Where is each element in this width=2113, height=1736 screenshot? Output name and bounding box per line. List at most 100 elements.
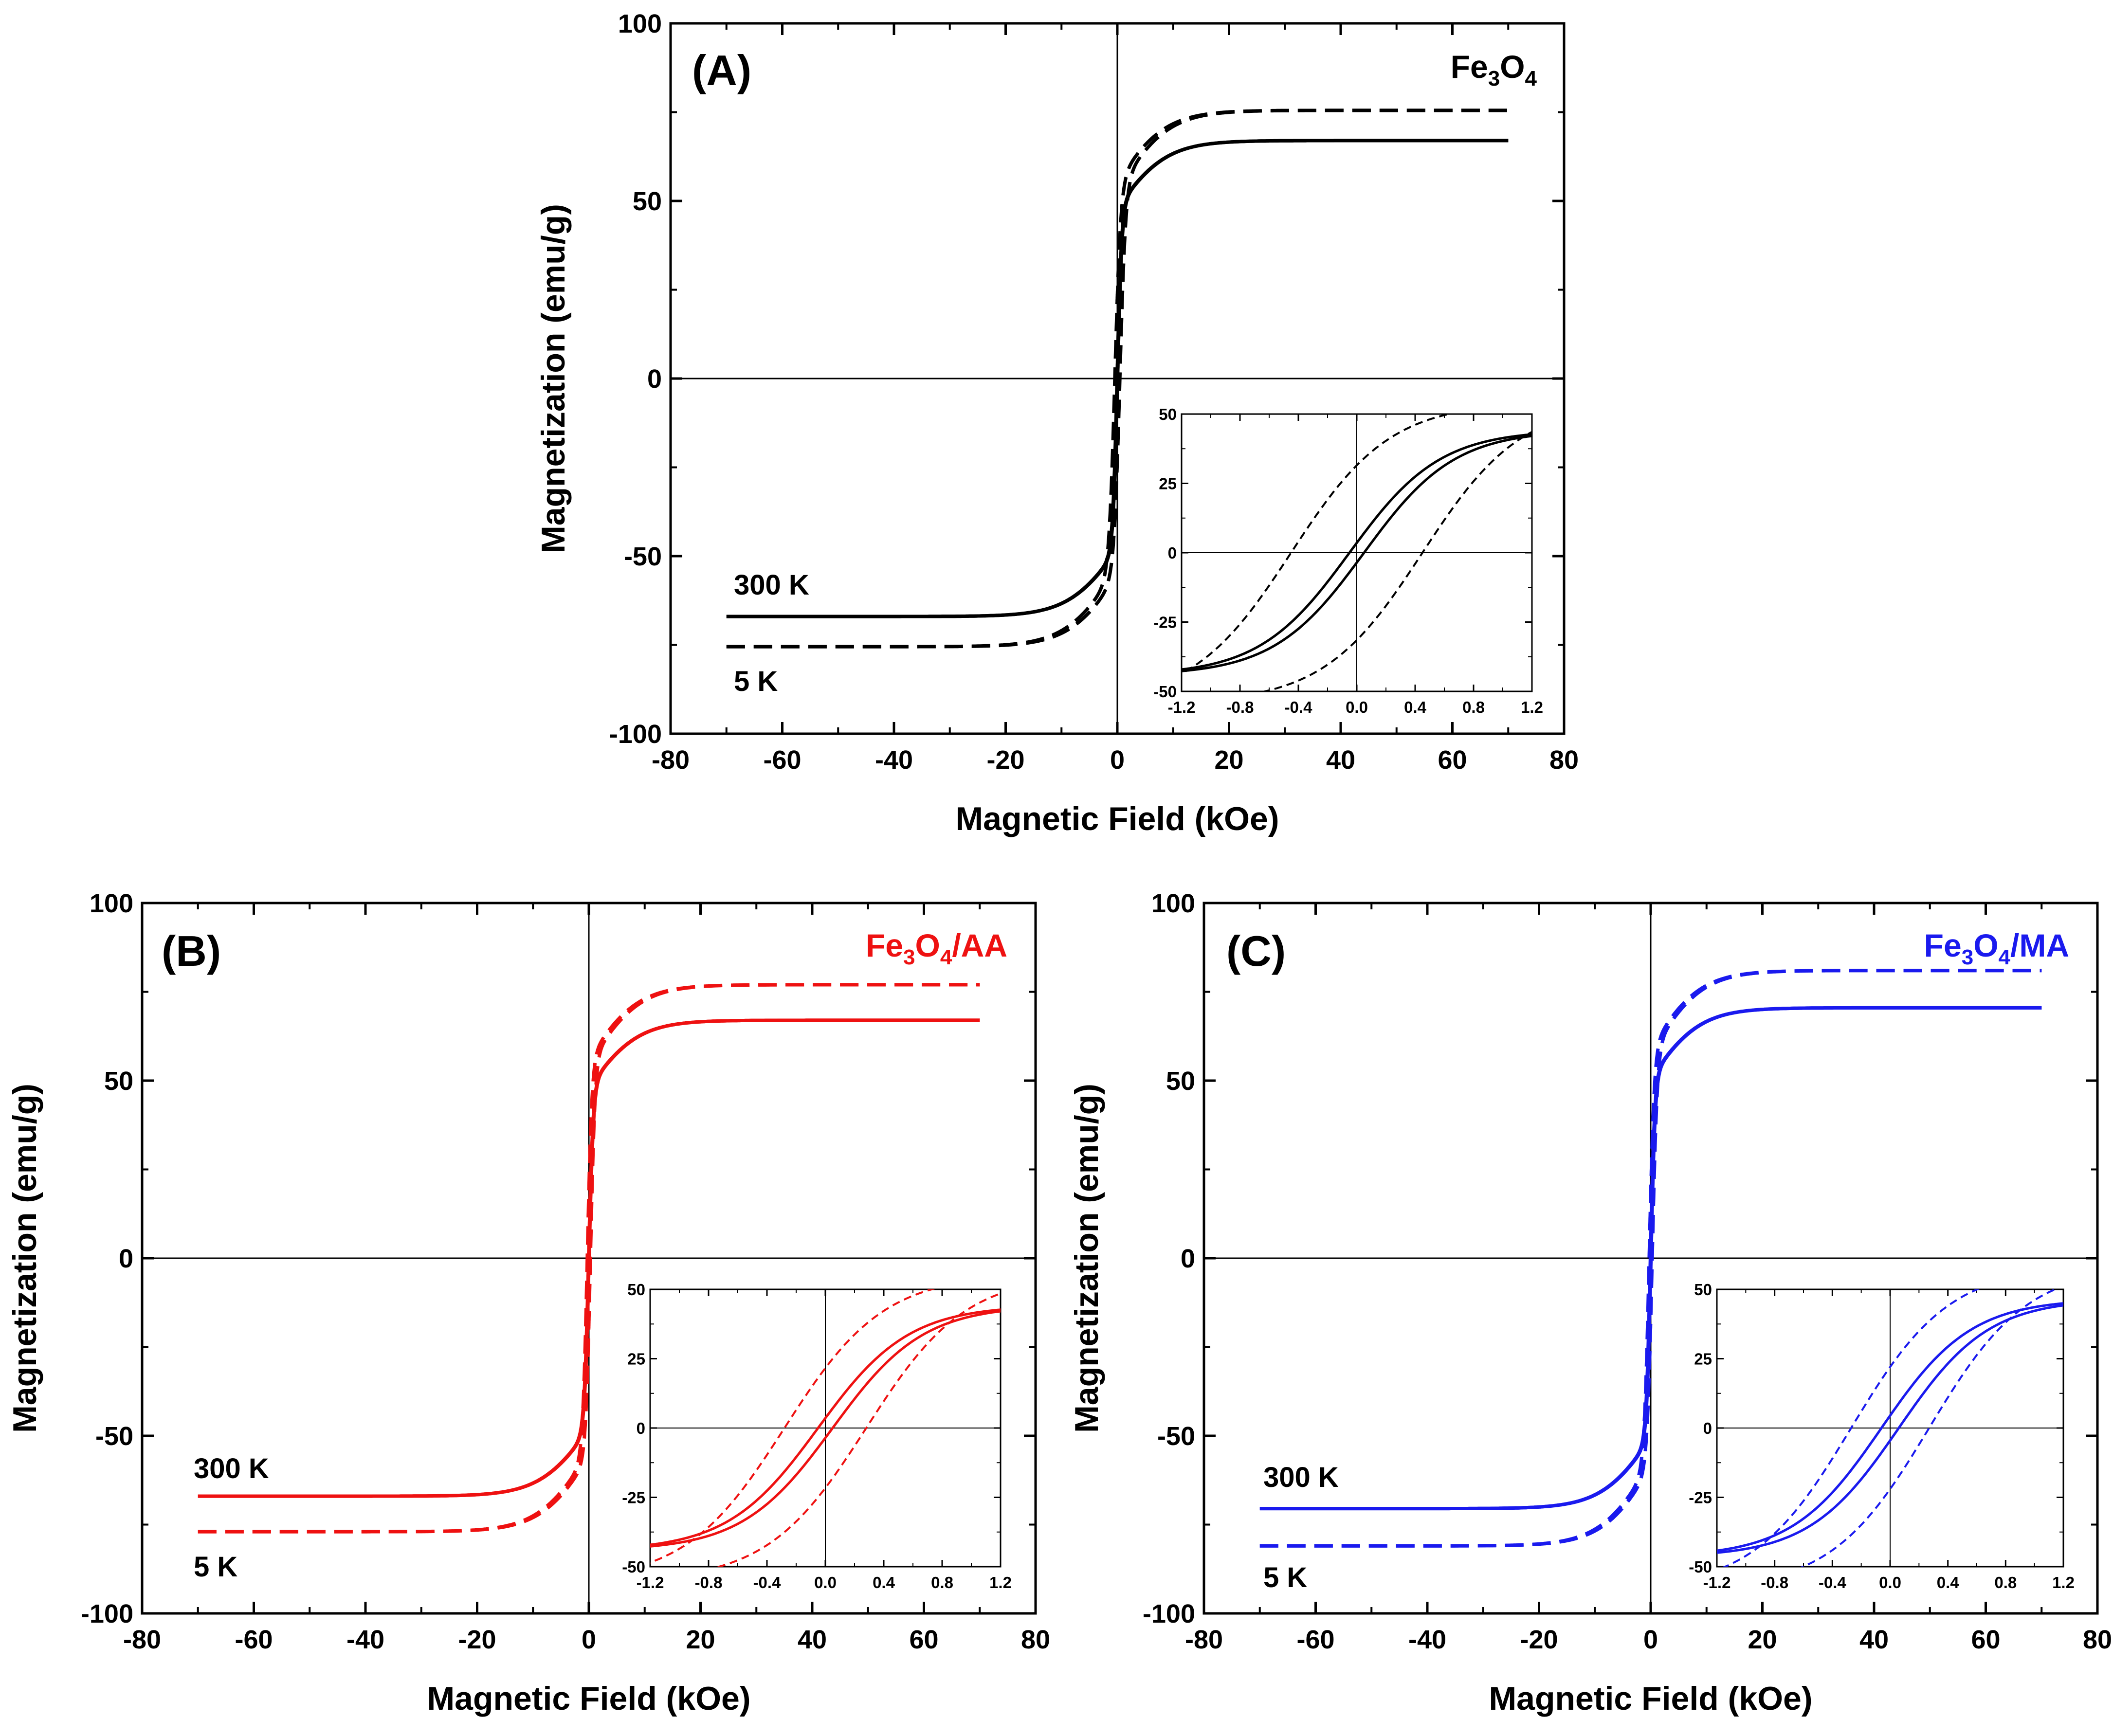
compound-label: Fe3O4/AA — [866, 927, 1007, 969]
inset-x-tick-label: -1.2 — [637, 1573, 664, 1591]
y-tick-label: 50 — [104, 1067, 133, 1096]
inset-y-tick-label: 50 — [627, 1281, 645, 1299]
inset-x-tick-label: 0.4 — [873, 1573, 895, 1591]
temp-label-5k: 5 K — [1263, 1562, 1307, 1593]
x-tick-label: 80 — [1549, 745, 1579, 775]
x-tick-label: 40 — [798, 1625, 827, 1654]
x-tick-label: -80 — [652, 745, 690, 775]
x-tick-label: 80 — [1021, 1625, 1050, 1654]
inset-x-tick-label: -0.8 — [1226, 698, 1254, 716]
x-tick-label: -40 — [1408, 1625, 1446, 1654]
inset-x-tick-label: -0.4 — [1285, 698, 1313, 716]
x-tick-label: -20 — [1520, 1625, 1558, 1654]
temp-label-5k: 5 K — [734, 666, 778, 697]
y-tick-label: 0 — [1181, 1244, 1195, 1273]
x-tick-label: 0 — [582, 1625, 596, 1654]
inset-y-tick-label: 0 — [1168, 544, 1177, 562]
x-axis-label: Magnetic Field (kOe) — [1489, 1680, 1813, 1717]
temp-label-300k: 300 K — [1263, 1462, 1339, 1493]
temp-label-300k: 300 K — [734, 569, 809, 601]
inset-curves — [1717, 1289, 2063, 1567]
curve-300k-ascending — [726, 139, 1509, 618]
inset-x-tick-label: 0.0 — [1346, 698, 1368, 716]
x-tick-label: 20 — [1214, 745, 1243, 775]
inset-y-tick-label: 25 — [627, 1350, 645, 1368]
x-tick-label: -20 — [458, 1625, 496, 1654]
inset-x-tick-label: 0.8 — [1462, 698, 1485, 716]
inset-curves — [1182, 414, 1532, 691]
inset-x-tick-label: 0.8 — [1994, 1573, 2017, 1591]
inset-y-tick-label: 50 — [1694, 1281, 1712, 1299]
inset-x-tick-label: 0.4 — [1937, 1573, 1960, 1591]
y-tick-label: -100 — [1143, 1599, 1195, 1628]
panel-label: (A) — [692, 46, 751, 94]
y-tick-label: 100 — [618, 9, 662, 38]
inset-y-tick-label: -50 — [1153, 683, 1177, 701]
y-axis-label: Magnetization (emu/g) — [6, 1084, 43, 1433]
x-tick-label: -20 — [986, 745, 1024, 775]
inset-curve-300k-ascending — [650, 1310, 1001, 1548]
y-tick-label: 100 — [1151, 889, 1195, 918]
inset-x-tick-label: -0.4 — [1819, 1573, 1847, 1591]
inset-curve-5k-descending — [650, 1289, 935, 1564]
inset-x-tick-label: -1.2 — [1703, 1573, 1731, 1591]
panel-a: -80 -60 -40 -20 0 20 40 60 80 -100 -50 0 50 100 Magnet… — [535, 9, 1579, 837]
y-tick-label: 50 — [633, 187, 662, 216]
curve-5k-ascending — [198, 983, 980, 1534]
inset-y-tick-label: 50 — [1159, 405, 1177, 423]
inset-curve-300k-descending — [1182, 433, 1532, 671]
inset-curves — [650, 1289, 1001, 1567]
curve-5k-ascending — [726, 108, 1509, 649]
inset-y-tick-label: -50 — [1689, 1558, 1712, 1576]
x-tick-label: 0 — [1110, 745, 1125, 775]
x-tick-label: 20 — [686, 1625, 715, 1654]
inset-y-tick-label: 25 — [1159, 475, 1177, 493]
compound-label: Fe3O4/MA — [1924, 927, 2069, 969]
inset-y-tick-label: 0 — [637, 1419, 645, 1437]
y-tick-label: 0 — [119, 1244, 133, 1273]
x-tick-label: 0 — [1643, 1625, 1658, 1654]
inset-curve-5k-ascending — [1801, 1289, 2058, 1567]
x-axis-label: Magnetic Field (kOe) — [427, 1680, 751, 1717]
inset-y-tick-label: 0 — [1703, 1419, 1712, 1437]
panel-label: (C) — [1226, 927, 1286, 975]
y-axis-label: Magnetization (emu/g) — [1068, 1084, 1105, 1433]
panel-c: -80 -60 -40 -20 0 20 40 60 80 -100 -50 0 50 100 Magnet… — [1068, 889, 2112, 1717]
inset-x-tick-label: 0.0 — [814, 1573, 837, 1591]
x-tick-label: -60 — [1296, 1625, 1334, 1654]
inset-x-tick-label: -0.8 — [695, 1573, 723, 1591]
x-tick-label: 80 — [2083, 1625, 2112, 1654]
x-axis-label: Magnetic Field (kOe) — [956, 800, 1279, 837]
inset-curve-300k-ascending — [1182, 434, 1532, 672]
inset-curve-5k-descending — [1182, 414, 1454, 675]
inset-x-tick-label: 1.2 — [989, 1573, 1012, 1591]
inset-y-tick-label: -25 — [622, 1489, 645, 1507]
inset-x-tick-label: 0.8 — [931, 1573, 953, 1591]
inset-x-tick-label: 0.0 — [1879, 1573, 1901, 1591]
inset-y-tick-label: -25 — [1153, 614, 1177, 632]
y-axis-label: Magnetization (emu/g) — [535, 204, 572, 553]
y-tick-label: -100 — [609, 720, 662, 749]
inset: -1.2 -0.8 -0.4 0.0 0.4 0.8 1.2 -50 -25 0 25 50 — [1689, 1281, 2075, 1591]
curve-5k-ascending — [1259, 969, 2042, 1548]
inset-y-tick-label: -25 — [1689, 1489, 1712, 1507]
x-tick-label: -40 — [875, 745, 913, 775]
panel-label: (B) — [162, 927, 221, 975]
inset-x-tick-label: 1.2 — [1521, 698, 1543, 716]
inset-x-tick-label: -1.2 — [1168, 698, 1196, 716]
x-tick-label: 60 — [909, 1625, 938, 1654]
y-tick-label: -50 — [95, 1422, 133, 1451]
y-tick-label: -50 — [624, 542, 662, 571]
x-tick-label: 60 — [1438, 745, 1467, 775]
y-tick-label: -50 — [1157, 1422, 1195, 1451]
y-tick-label: 0 — [647, 364, 662, 394]
inset-y-tick-label: 25 — [1694, 1350, 1712, 1368]
temp-label-300k: 300 K — [194, 1453, 269, 1484]
inset-x-tick-label: 0.4 — [1404, 698, 1427, 716]
y-tick-label: 100 — [90, 889, 133, 918]
x-tick-label: 20 — [1748, 1625, 1777, 1654]
x-tick-label: 40 — [1859, 1625, 1889, 1654]
x-tick-label: -60 — [763, 745, 801, 775]
inset-x-tick-label: -0.4 — [753, 1573, 782, 1591]
